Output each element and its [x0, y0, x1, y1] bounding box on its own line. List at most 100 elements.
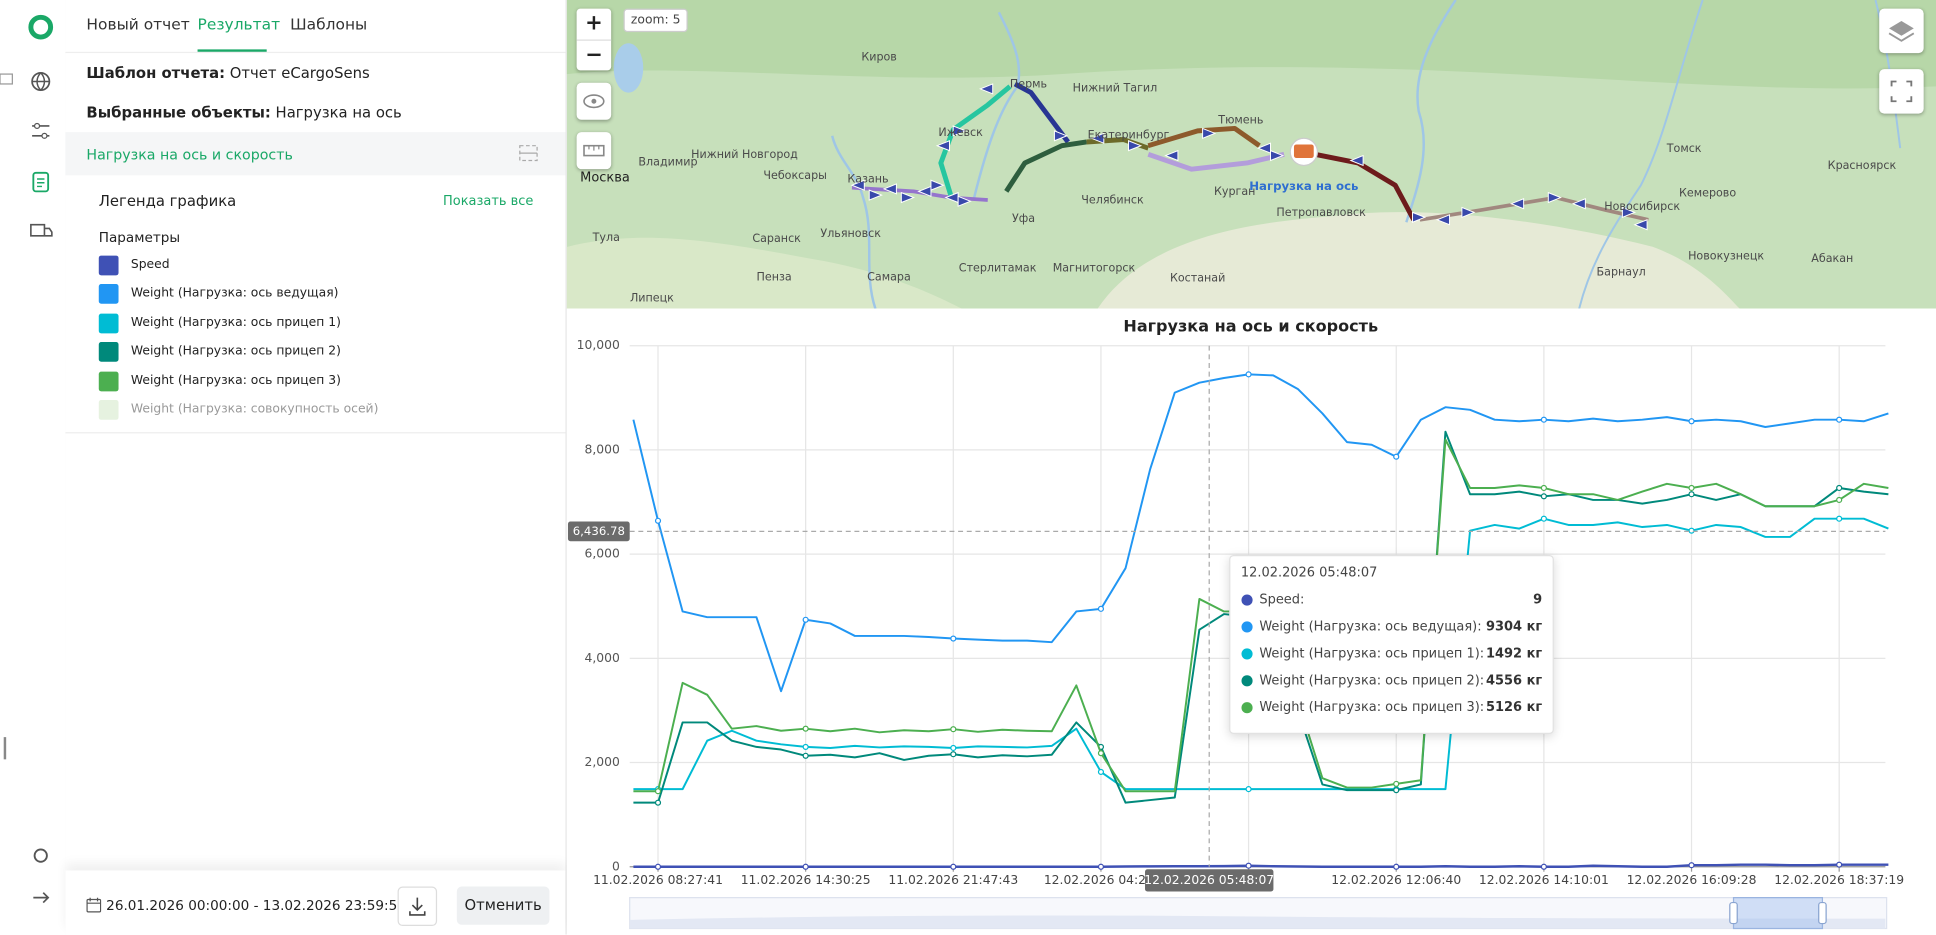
route-arrow [1349, 154, 1364, 167]
series-point [950, 744, 957, 752]
object-label[interactable]: Нагрузка на ось [1249, 180, 1359, 194]
route [1147, 151, 1285, 172]
city-label: Тюмень [1218, 114, 1264, 128]
tab-underline [197, 49, 267, 52]
tooltip-name: Weight (Нагрузка: ось прицеп 3): [1259, 700, 1484, 715]
series-point [1540, 863, 1547, 870]
y-tick-label: 4,000 [585, 651, 620, 665]
series-point [1393, 863, 1400, 870]
city-label: Екатеринбург [1087, 129, 1170, 142]
series-point [1688, 484, 1695, 492]
settings-icon[interactable] [33, 848, 48, 863]
map-steppe [1097, 212, 1740, 309]
tab[interactable]: Новый отчет [86, 14, 190, 34]
tooltip: 12.02.2026 05:48:07 Speed: 9 Weight (Нагруз… [1229, 554, 1554, 735]
tooltip-value: 1492 кг [1486, 646, 1542, 661]
city-label: Магнитогорск [1052, 262, 1136, 276]
city-label: Новосибирск [1604, 201, 1681, 214]
tab[interactable]: Шаблоны [290, 14, 368, 34]
layers-button[interactable] [1879, 8, 1924, 54]
date-range[interactable]: 26.01.2026 00:00:00 - 13.02.2026 23:59:5… [106, 897, 406, 914]
section-header[interactable]: Нагрузка на ось и скорость [65, 132, 566, 176]
series-point [654, 863, 662, 870]
icon-rail [0, 0, 67, 935]
series-point [950, 726, 957, 733]
x-tick-label: 12.02.2026 14:10:01 [1479, 873, 1609, 887]
city-label: Пенза [756, 271, 792, 284]
icon-shape [591, 98, 597, 104]
zoom-window [1732, 897, 1824, 930]
series-point [1688, 527, 1695, 534]
route-arrow [952, 125, 967, 137]
city-label: Владимир [638, 156, 698, 170]
legend-label: Weight (Нагрузка: ось прицеп 2) [130, 344, 341, 359]
x-tick-label: 11.02.2026 14:30:25 [741, 873, 871, 887]
x-tick-label: 12.02.2026 18:37:19 [1774, 873, 1904, 887]
tooltip-box [1229, 554, 1554, 735]
series-point [1836, 515, 1843, 522]
series-point [1836, 484, 1843, 492]
city-label: Нижний Тагил [1072, 82, 1158, 96]
legend-swatch [98, 255, 119, 276]
truck-icon[interactable] [30, 223, 53, 237]
y-tick-label: 2,000 [585, 755, 620, 769]
series-point [1688, 418, 1695, 425]
tooltip-name: Weight (Нагрузка: ось прицеп 1): [1259, 646, 1484, 661]
section-title: Нагрузка на ось и скорость [86, 145, 293, 163]
cancel-button[interactable]: Отменить [456, 886, 550, 925]
series-point [1540, 484, 1547, 492]
reports-icon[interactable] [32, 171, 50, 193]
series-point [1836, 861, 1843, 868]
city-label: Челябинск [1081, 195, 1144, 208]
city-label: Ульяновск [820, 228, 881, 241]
legend-label: Speed [130, 258, 170, 272]
fullscreen-icon [1890, 80, 1913, 103]
layers-icon [1888, 20, 1915, 42]
zoom-control: + − [576, 8, 612, 71]
tooltip-date: 12.02.2026 05:48:07 [1241, 565, 1377, 580]
tab-active[interactable]: Результат [197, 14, 281, 34]
series-point [950, 751, 957, 758]
show-all-link[interactable]: Показать все [443, 193, 534, 209]
section-icon[interactable] [519, 143, 539, 163]
logo[interactable] [28, 14, 54, 40]
route-arrow [1202, 127, 1217, 140]
city-label: Стерлитамак [958, 262, 1037, 276]
city-label: Саранск [752, 233, 801, 246]
ruler-button[interactable] [576, 132, 612, 170]
map[interactable]: Киров Пермь Нижний Тагил Ижевск Екатеринбург… [566, 0, 1936, 309]
series-point [1097, 863, 1105, 870]
city-label: Томск [1666, 143, 1702, 156]
series-point [1097, 750, 1105, 757]
crosshair-y-box [567, 521, 630, 542]
download-button[interactable] [397, 886, 438, 927]
zoom-in[interactable]: + [576, 9, 612, 41]
series-point [1836, 496, 1843, 504]
ruler-icon [583, 144, 605, 157]
divider [65, 432, 566, 434]
route-arrow [1128, 140, 1143, 152]
route-arrow [1435, 214, 1451, 226]
series-point [1688, 862, 1695, 869]
city-label: Пермь [1009, 79, 1048, 92]
river [830, 135, 877, 309]
tooltip-dot [1241, 594, 1253, 606]
series-point [1393, 787, 1400, 794]
series-point [802, 725, 809, 732]
route-arrow [917, 185, 932, 198]
route-arrow [1509, 198, 1525, 210]
route-arrow [1256, 142, 1272, 154]
fullscreen-button[interactable] [1879, 69, 1924, 114]
visibility-button[interactable] [576, 82, 612, 120]
series-point [1688, 491, 1695, 498]
zoom-out[interactable]: − [585, 43, 603, 68]
expand-icon[interactable] [33, 892, 50, 904]
x-tick-label: 11.02.2026 21:47:43 [888, 873, 1018, 887]
x-tick-label: 12.02.2026 04:21: [1044, 873, 1158, 887]
city-label: Киров [861, 51, 897, 65]
series-line [633, 517, 1889, 791]
crosshair-y-label: 6,436.78 [573, 524, 625, 538]
icon-shape [86, 898, 102, 913]
value: Отчет eCargoSens [229, 64, 370, 82]
route-arrow [1164, 149, 1179, 162]
